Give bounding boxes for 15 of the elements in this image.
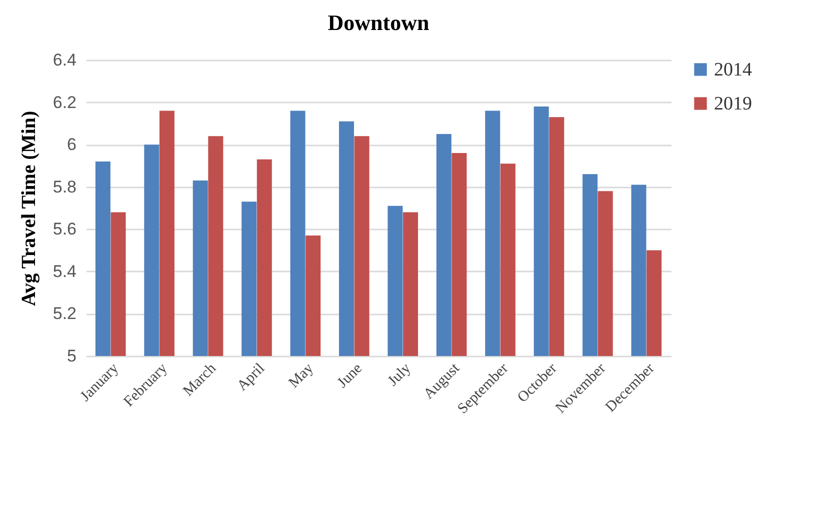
y-tick-label: 5.4 xyxy=(52,262,76,281)
x-tick-label: July xyxy=(385,360,415,390)
y-axis-title: Avg Travel Time (Min) xyxy=(18,110,40,306)
y-tick-label: 6 xyxy=(67,135,76,154)
y-tick-label: 5.2 xyxy=(52,304,76,324)
chart-title: Downtown xyxy=(328,10,430,35)
legend-label: 2014 xyxy=(714,60,752,80)
legend-label: 2019 xyxy=(714,94,752,114)
y-tick-label: 5.6 xyxy=(52,220,76,239)
y-tick-label: 6.4 xyxy=(52,50,76,70)
y-tick-label: 5 xyxy=(67,346,76,366)
y-tick-label: 6.2 xyxy=(52,92,76,112)
x-tick-label: May xyxy=(286,360,318,392)
y-tick-label: 5.8 xyxy=(52,177,76,196)
x-tick-label: June xyxy=(334,360,366,392)
